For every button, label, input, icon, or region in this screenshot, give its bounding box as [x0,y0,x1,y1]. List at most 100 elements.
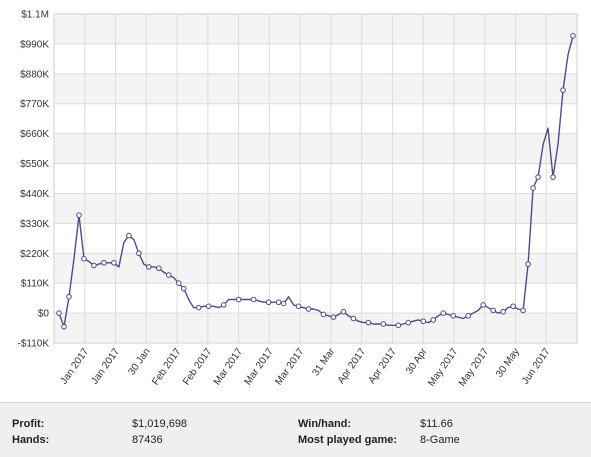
y-tick-label: $110K [21,279,50,290]
x-tick-label: Mar 2017 [243,346,276,387]
data-point [195,304,202,311]
x-tick-label: 30 Apr [404,346,430,377]
plot-band [54,193,577,224]
most-played-game-label: Most played game: [298,434,398,446]
x-tick-label: May 2017 [457,346,491,389]
data-point [350,315,357,322]
y-tick-label: $550K [20,159,49,170]
profit-line [58,35,574,328]
data-point [205,303,212,310]
y-tick-label: $220K [20,249,49,260]
stats-panel: Profit: $1,019,698 Hands: 87436 Win/hand… [0,402,591,457]
data-point [535,174,541,180]
data-point [430,317,437,323]
data-point [520,307,526,314]
data-point [330,314,337,320]
hands-label: Hands: [12,434,50,446]
data-point [480,302,486,308]
plot-band [54,283,577,314]
data-point [365,319,372,326]
y-tick-label: $880K [20,69,49,80]
profit-label: Profit: [12,418,45,430]
data-point [570,33,576,39]
data-point [490,307,496,314]
data-point [101,259,107,266]
data-point [440,310,447,316]
hands-value: 87436 [132,434,163,446]
x-tick-label: Mar 2017 [212,346,245,387]
data-point [530,185,536,191]
most-played-game-value: 8-Game [420,434,460,446]
winhand-label: Win/hand: [298,418,352,430]
data-point [146,264,152,270]
x-tick-label: May 2017 [426,346,460,389]
y-tick-label: -$110K [17,339,49,350]
y-tick-label: $990K [20,39,49,50]
x-tick-label: 31 Mar [310,346,337,378]
data-point [280,300,287,307]
data-point [91,262,97,269]
profit-value: $1,019,698 [132,418,188,430]
x-tick-label: Jan 2017 [59,346,92,386]
y-tick-label: $1.1M [21,10,49,21]
x-tick-label: Apr 2017 [367,346,400,386]
data-point [61,323,67,330]
data-point [66,293,72,300]
data-point [175,280,182,286]
data-point [126,232,132,239]
data-point [136,250,142,257]
plot-border [53,13,578,344]
data-point [76,212,82,219]
data-point [265,299,272,306]
plot-band [54,14,577,44]
x-tick-label: 30 Jan [127,346,153,377]
data-point [156,265,162,272]
profit-chart: -$110K $0 $110K $220K $330K $440K $550K $660K $7… [17,9,578,389]
data-point [395,322,402,329]
plot-band [54,163,577,194]
data-point [340,308,347,315]
plot-band [54,73,577,104]
winhand-value: $11.66 [420,418,453,430]
x-tick-label: 30 May [494,346,522,379]
y-tick-label: $440K [20,189,49,200]
plot-band [54,133,577,164]
x-tick-label: Mar 2017 [273,346,306,387]
data-point [81,255,87,262]
data-point [275,299,282,306]
y-tick-label: $0 [38,309,50,320]
x-tick-label: Jun 2017 [520,346,553,386]
data-point [510,303,516,310]
x-tick-label: Feb 2017 [150,346,183,387]
data-point [500,308,506,315]
y-tick-label: $660K [20,129,49,140]
x-tick-label: Feb 2017 [181,346,214,387]
data-point [405,319,412,326]
data-point [320,311,327,318]
plot-band [54,253,577,284]
y-tick-label: $330K [20,219,49,230]
data-point [295,303,302,310]
data-point [420,318,427,325]
x-tick-label: Apr 2017 [336,346,369,386]
plot-band [54,103,577,134]
data-point [525,261,531,267]
data-point [560,87,566,93]
x-tick-label: Jan 2017 [89,346,122,386]
y-tick-label: $770K [20,99,49,110]
data-point [305,306,312,312]
data-point [450,313,457,319]
data-point [380,321,387,327]
plot-band [54,43,577,74]
profit-chart-svg: -$110K $0 $110K $220K $330K $440K $550K $660K $7… [17,10,578,389]
data-point [550,174,556,180]
data-point [465,313,472,319]
data-point [220,302,227,308]
data-point [235,296,242,303]
data-point [111,259,117,266]
plot-band [54,223,577,254]
data-point [56,310,62,316]
data-point [165,272,172,278]
plot-band [54,313,577,343]
data-point [250,296,257,303]
